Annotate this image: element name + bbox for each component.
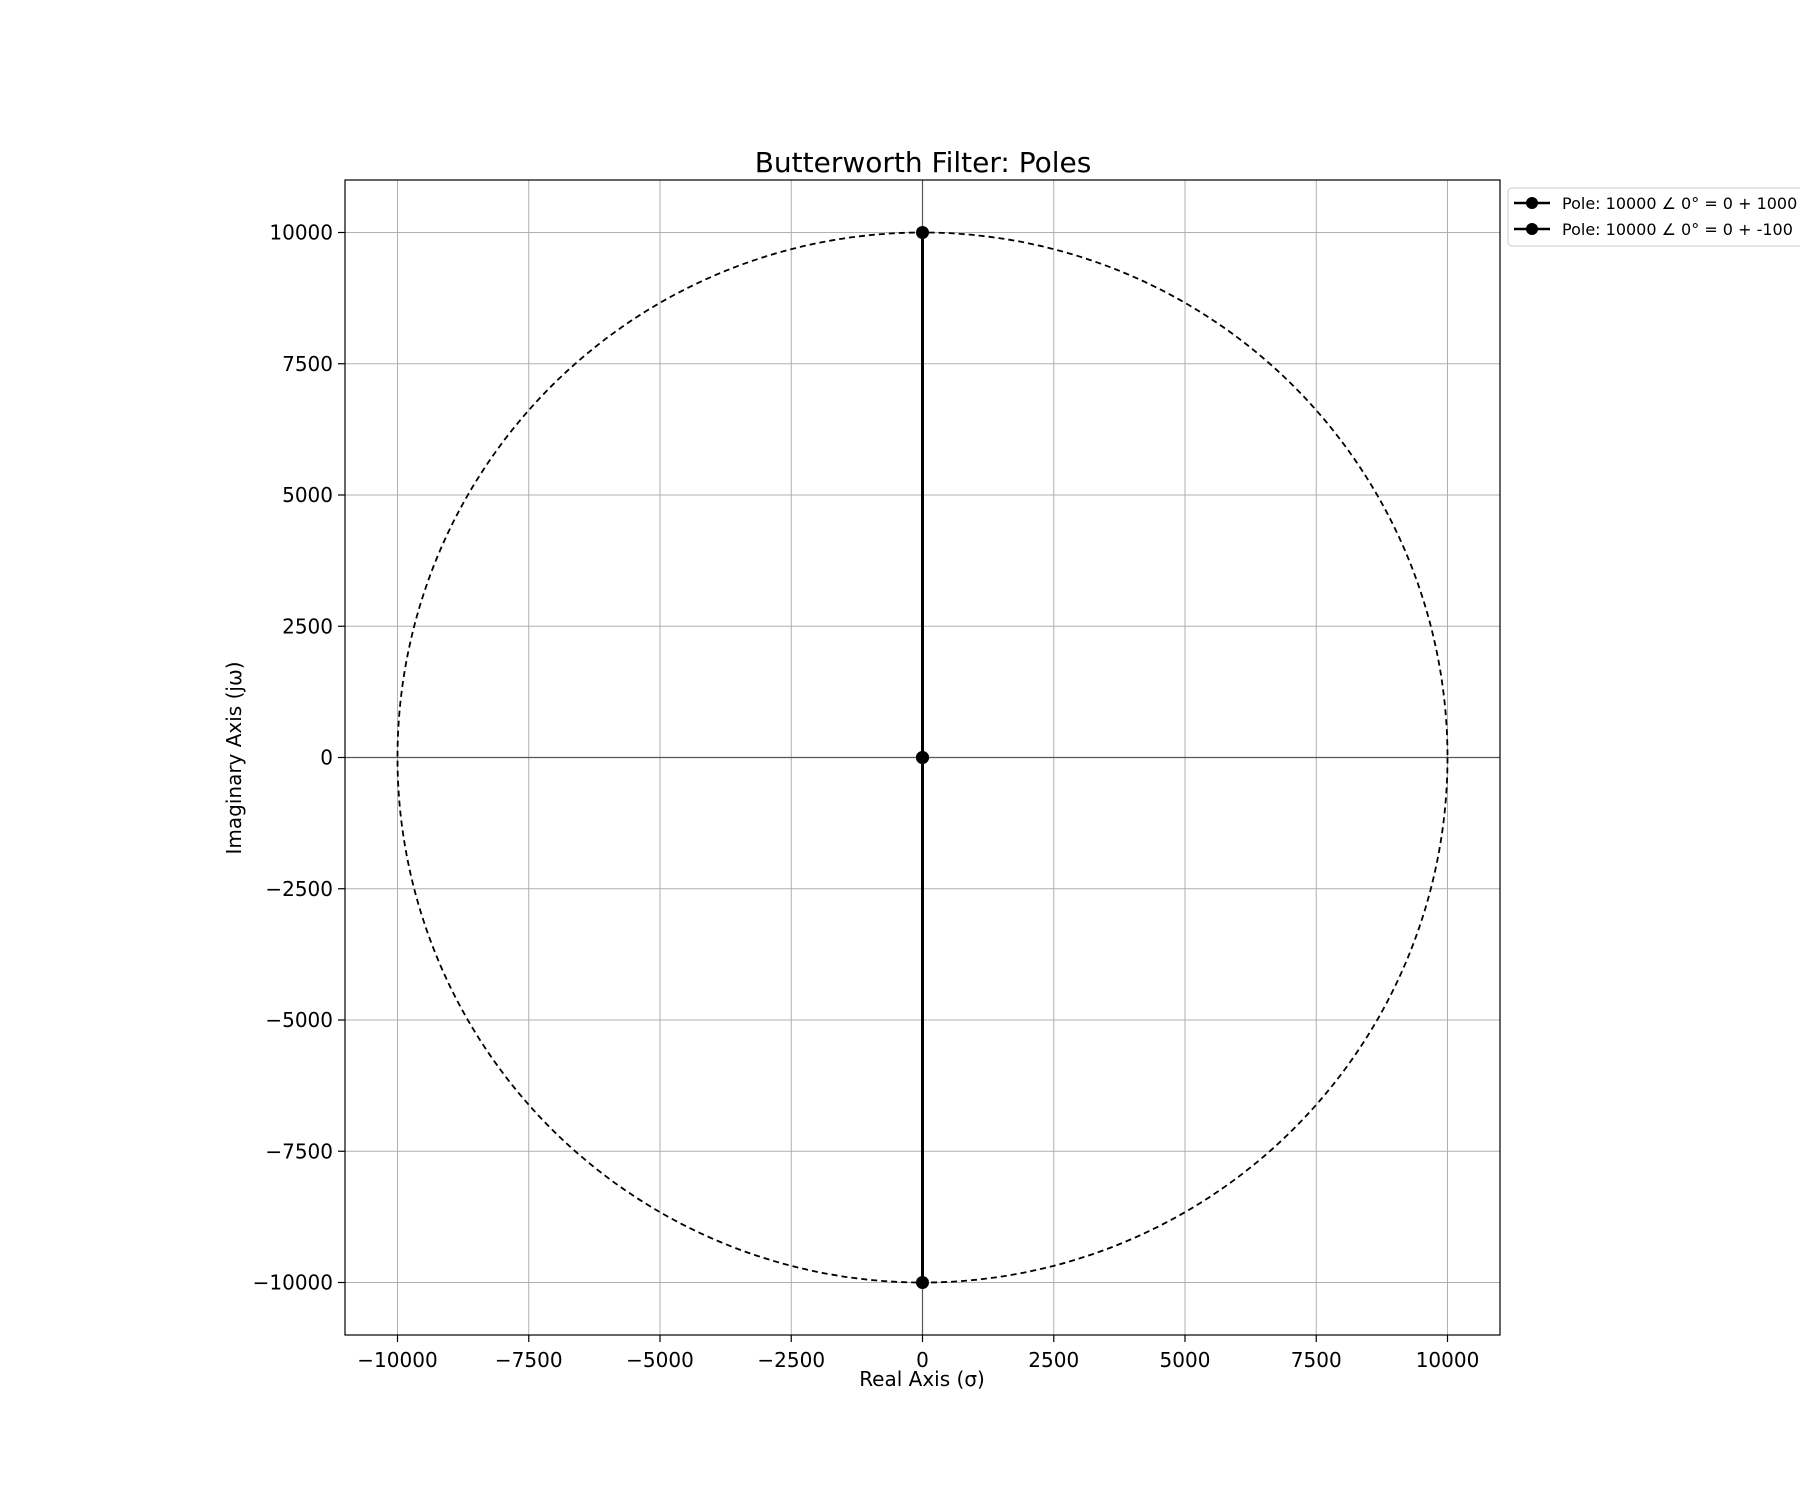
legend-entry: Pole: 10000 ∠ 0° = 0 + 1000 [1514,194,1797,213]
plot-area [344,179,1501,1336]
y-axis-label: Imaginary Axis (jω) [222,662,246,855]
y-tick-label: 0 [320,746,333,770]
pole-marker [916,751,929,764]
x-tick-label: 0 [916,1348,929,1372]
legend-dot-marker [1526,197,1538,209]
x-axis-ticks: −10000 −7500 −5000 −2500 0 2500 5000 7500 10000 [357,1335,1479,1372]
y-tick-label: −7500 [265,1139,333,1163]
legend-label: Pole: 10000 ∠ 0° = 0 + -100 [1562,220,1793,239]
legend: Pole: 10000 ∠ 0° = 0 + 1000 Pole: 10000 … [1507,187,1800,247]
series-group [916,226,929,1289]
x-tick-label: 10000 [1416,1348,1480,1372]
y-tick-label: 7500 [282,352,333,376]
legend-label: Pole: 10000 ∠ 0° = 0 + 1000 [1562,194,1797,213]
legend-dot-marker [1526,223,1538,235]
x-tick-label: 2500 [1028,1348,1079,1372]
chart-title: Butterworth Filter: Poles [755,146,1092,179]
x-tick-label: −2500 [757,1348,825,1372]
y-tick-label: 10000 [269,221,333,245]
x-axis-label: Real Axis (σ) [859,1367,985,1391]
x-tick-label: −10000 [357,1348,437,1372]
x-tick-label: 5000 [1160,1348,1211,1372]
legend-frame [1507,187,1800,247]
y-tick-label: −2500 [265,877,333,901]
legend-entry: Pole: 10000 ∠ 0° = 0 + -100 [1514,220,1793,239]
x-tick-label: −5000 [626,1348,694,1372]
y-tick-label: −5000 [265,1008,333,1032]
y-tick-label: 2500 [282,614,333,638]
x-tick-label: −7500 [495,1348,563,1372]
y-tick-label: −10000 [253,1271,333,1295]
pole-marker [916,1276,929,1289]
x-tick-label: 7500 [1291,1348,1342,1372]
y-axis-ticks: −10000 −7500 −5000 −2500 0 2500 5000 7500 10000 [253,221,345,1295]
pole-marker [916,226,929,239]
y-tick-label: 5000 [282,483,333,507]
